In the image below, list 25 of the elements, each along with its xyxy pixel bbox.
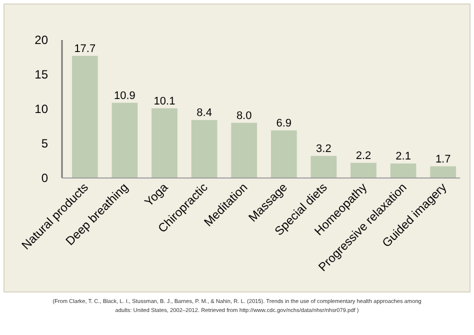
bar — [350, 162, 376, 178]
bar — [390, 164, 416, 178]
y-tick-label: 0 — [41, 171, 48, 185]
data-label: 8.0 — [236, 110, 252, 122]
data-label: 2.1 — [396, 150, 411, 163]
y-tick-label: 20 — [34, 33, 48, 47]
data-label: 1.7 — [435, 153, 451, 166]
data-label: 10.1 — [154, 95, 176, 108]
y-tick-label: 10 — [34, 102, 48, 116]
bar — [152, 108, 178, 178]
bar — [270, 130, 297, 178]
y-tick-label: 15 — [34, 68, 48, 82]
data-label: 10.9 — [114, 90, 136, 102]
bar — [72, 56, 98, 178]
bar — [191, 120, 218, 178]
data-label: 6.9 — [276, 117, 292, 130]
data-label: 8.4 — [196, 107, 212, 120]
bar — [310, 156, 337, 178]
data-label: 17.7 — [74, 42, 96, 55]
bar — [231, 122, 258, 178]
bar — [112, 102, 138, 178]
bar — [430, 166, 456, 178]
data-label: 2.2 — [356, 150, 372, 162]
data-label: 3.2 — [316, 142, 332, 155]
y-tick-label: 5 — [41, 136, 48, 150]
